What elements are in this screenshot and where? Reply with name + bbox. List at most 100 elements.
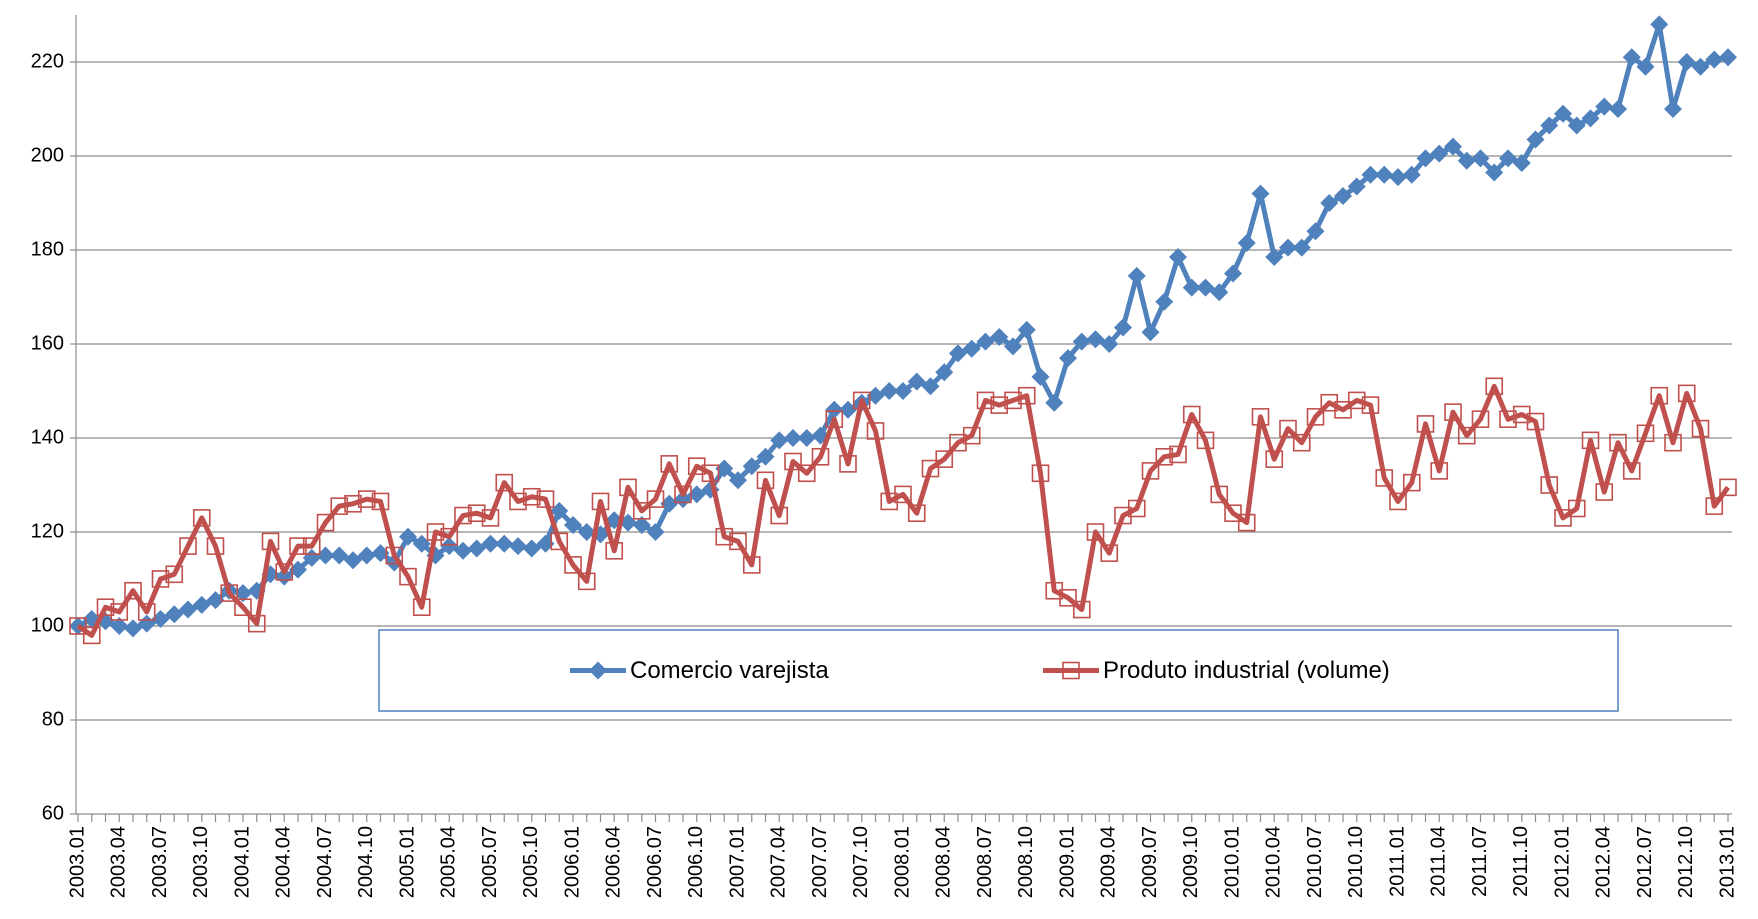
x-tick-label: 2008.07 xyxy=(974,826,996,898)
y-tick-label: 60 xyxy=(42,802,64,824)
point xyxy=(1636,57,1655,76)
point xyxy=(770,431,789,450)
y-tick-label: 80 xyxy=(42,708,64,730)
point xyxy=(811,447,830,466)
point xyxy=(564,515,582,534)
x-tick-label: 2010.10 xyxy=(1345,826,1367,898)
legend-box xyxy=(378,629,1619,712)
point xyxy=(110,603,129,621)
point xyxy=(1334,400,1352,419)
point xyxy=(1719,48,1737,67)
x-tick-label: 2004.10 xyxy=(355,826,377,898)
point xyxy=(371,492,390,511)
x-tick-label: 2010.07 xyxy=(1304,826,1326,898)
x-tick-label: 2006.07 xyxy=(644,826,666,898)
point xyxy=(797,429,816,447)
point xyxy=(1017,386,1036,405)
point xyxy=(1691,57,1710,76)
point xyxy=(316,513,335,532)
point xyxy=(1292,238,1311,257)
point xyxy=(179,537,197,555)
point xyxy=(1320,194,1339,212)
x-tick-label: 2008.01 xyxy=(891,826,913,898)
point xyxy=(344,551,362,570)
point xyxy=(1004,391,1022,410)
point xyxy=(1485,377,1504,396)
point xyxy=(1581,431,1600,450)
point xyxy=(316,546,335,565)
point xyxy=(124,619,142,638)
point xyxy=(1251,184,1270,203)
point xyxy=(1196,278,1215,297)
point xyxy=(1169,248,1187,267)
point xyxy=(990,327,1009,346)
point xyxy=(1402,165,1421,184)
point xyxy=(1100,335,1119,353)
point xyxy=(1017,320,1036,339)
point xyxy=(907,372,926,391)
point xyxy=(509,492,527,511)
point xyxy=(907,504,926,523)
point xyxy=(1526,412,1545,431)
point xyxy=(1031,464,1050,483)
point xyxy=(357,546,376,565)
point xyxy=(1430,462,1449,480)
point xyxy=(935,363,954,382)
point xyxy=(1512,405,1531,424)
legend-label: Comercio varejista xyxy=(630,657,829,684)
point xyxy=(1292,433,1311,452)
point xyxy=(866,386,885,405)
point xyxy=(522,539,541,558)
point xyxy=(1457,426,1476,445)
x-tick-label: 2006.01 xyxy=(561,826,583,898)
point xyxy=(921,377,940,396)
x-tick-label: 2008.04 xyxy=(933,826,955,898)
point xyxy=(715,459,734,478)
point xyxy=(481,509,500,527)
point xyxy=(1127,266,1146,285)
point xyxy=(467,504,486,523)
point xyxy=(674,485,692,504)
x-tick-label: 2010.04 xyxy=(1263,826,1285,898)
point xyxy=(701,464,720,483)
legend-label: Produto industrial (volume) xyxy=(1103,657,1390,684)
point xyxy=(1127,499,1146,518)
point xyxy=(1457,151,1476,170)
x-tick-label: 2010.01 xyxy=(1221,826,1243,898)
point xyxy=(509,537,527,556)
point xyxy=(1155,292,1174,311)
point xyxy=(1719,478,1737,497)
point xyxy=(1540,116,1559,135)
point xyxy=(1609,433,1627,452)
point xyxy=(1320,393,1339,412)
point xyxy=(82,626,101,645)
point xyxy=(1279,419,1297,438)
point xyxy=(646,523,665,541)
x-tick-label: 2013.01 xyxy=(1716,826,1738,898)
point xyxy=(1650,386,1669,405)
point xyxy=(839,455,857,473)
point xyxy=(1182,278,1201,297)
y-tick-label: 140 xyxy=(31,426,64,448)
point xyxy=(949,344,967,363)
point xyxy=(619,478,637,497)
x-tick-label: 2009.04 xyxy=(1098,826,1120,898)
x-tick-label: 2005.01 xyxy=(396,826,418,898)
point xyxy=(1567,499,1586,518)
point xyxy=(1031,367,1050,386)
point xyxy=(124,581,142,600)
point xyxy=(151,609,170,628)
point xyxy=(1471,410,1490,429)
point xyxy=(1182,405,1201,424)
point xyxy=(715,527,734,546)
point xyxy=(605,541,624,560)
point xyxy=(1430,144,1449,163)
point xyxy=(1334,186,1352,205)
point xyxy=(247,614,266,633)
point xyxy=(894,485,912,504)
point xyxy=(261,532,280,551)
point xyxy=(426,523,445,541)
x-tick-label: 2009.01 xyxy=(1056,826,1078,898)
point xyxy=(1045,581,1064,600)
